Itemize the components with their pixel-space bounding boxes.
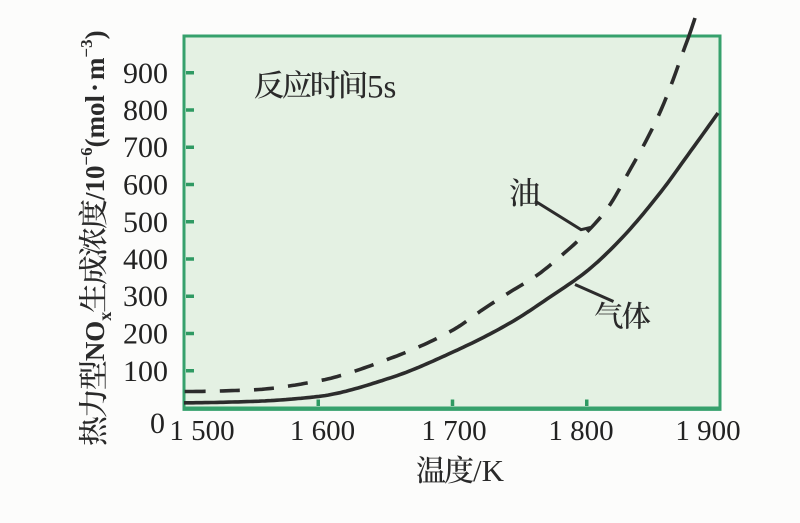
svg-text:1 900: 1 900 <box>675 415 740 447</box>
svg-text:400: 400 <box>123 243 168 276</box>
svg-text:−3: −3 <box>77 39 96 57</box>
svg-text:m: m <box>80 58 110 80</box>
svg-text:5s: 5s <box>367 70 396 106</box>
svg-text:x: x <box>95 312 115 321</box>
svg-text:500: 500 <box>123 206 168 239</box>
svg-text:800: 800 <box>123 94 168 127</box>
svg-text:1 800: 1 800 <box>548 415 613 447</box>
svg-text:/10: /10 <box>80 166 110 201</box>
svg-text:NO: NO <box>80 321 110 361</box>
svg-text:·: · <box>80 83 110 92</box>
svg-text:900: 900 <box>123 57 168 90</box>
svg-text:1 600: 1 600 <box>290 415 355 447</box>
svg-text:): ) <box>80 30 110 39</box>
svg-text:300: 300 <box>123 280 168 313</box>
svg-text:1 500: 1 500 <box>169 415 234 447</box>
svg-text:700: 700 <box>123 131 168 164</box>
svg-text:200: 200 <box>123 318 168 351</box>
svg-text:−6: −6 <box>77 147 96 165</box>
svg-text:/K: /K <box>473 453 505 488</box>
svg-text:1 700: 1 700 <box>421 415 486 447</box>
svg-text:100: 100 <box>123 355 168 388</box>
svg-text:0: 0 <box>150 407 165 440</box>
svg-text:600: 600 <box>123 169 168 202</box>
svg-text:(mol: (mol <box>80 95 110 148</box>
